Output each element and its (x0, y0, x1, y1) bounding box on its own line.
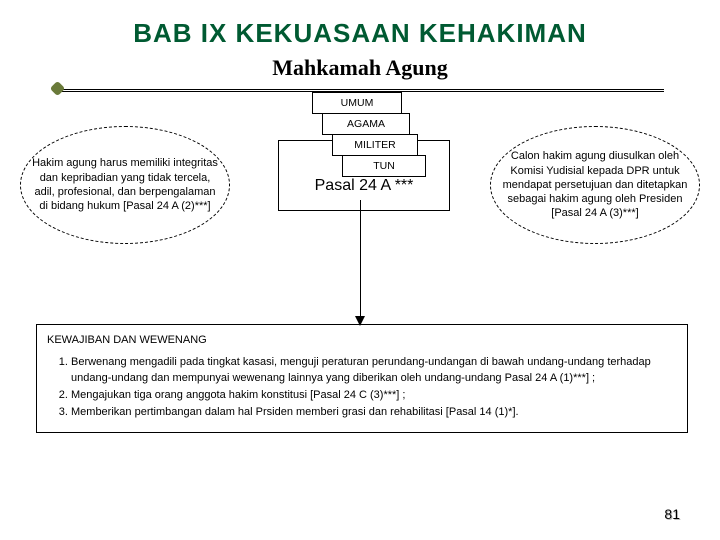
category-umum: UMUM (312, 92, 402, 114)
divider-bullet-icon (50, 81, 66, 97)
qualifications-ellipse: Hakim agung harus memiliki integritas da… (20, 126, 230, 244)
duties-item-1: Berwenang mengadili pada tingkat kasasi,… (71, 355, 677, 387)
duties-heading: KEWAJIBAN DAN WEWENANG (47, 333, 677, 349)
category-militer: MILITER (332, 134, 418, 156)
duties-authority-box: KEWAJIBAN DAN WEWENANG Berwenang mengadi… (36, 324, 688, 433)
qualifications-text: Hakim agung harus memiliki integritas da… (31, 156, 219, 213)
arrow-down-shaft (360, 200, 361, 320)
duties-list: Berwenang mengadili pada tingkat kasasi,… (51, 355, 677, 421)
duties-item-2: Mengajukan tiga orang anggota hakim kons… (71, 388, 677, 404)
nomination-ellipse: Calon hakim agung diusulkan oleh Komisi … (490, 126, 700, 244)
category-agama: AGAMA (322, 113, 410, 135)
jurisdiction-category-stack: UMUM AGAMA MILITER TUN (312, 92, 426, 177)
ma-clause: Pasal 24 A *** (285, 175, 443, 197)
page-number: 81 (664, 506, 680, 522)
subtitle: Mahkamah Agung (0, 49, 720, 81)
category-tun: TUN (342, 155, 426, 177)
nomination-text: Calon hakim agung diusulkan oleh Komisi … (501, 149, 689, 220)
duties-item-3: Memberikan pertimbangan dalam hal Prside… (71, 405, 677, 421)
chapter-title: BAB IX KEKUASAAN KEHAKIMAN (0, 0, 720, 49)
